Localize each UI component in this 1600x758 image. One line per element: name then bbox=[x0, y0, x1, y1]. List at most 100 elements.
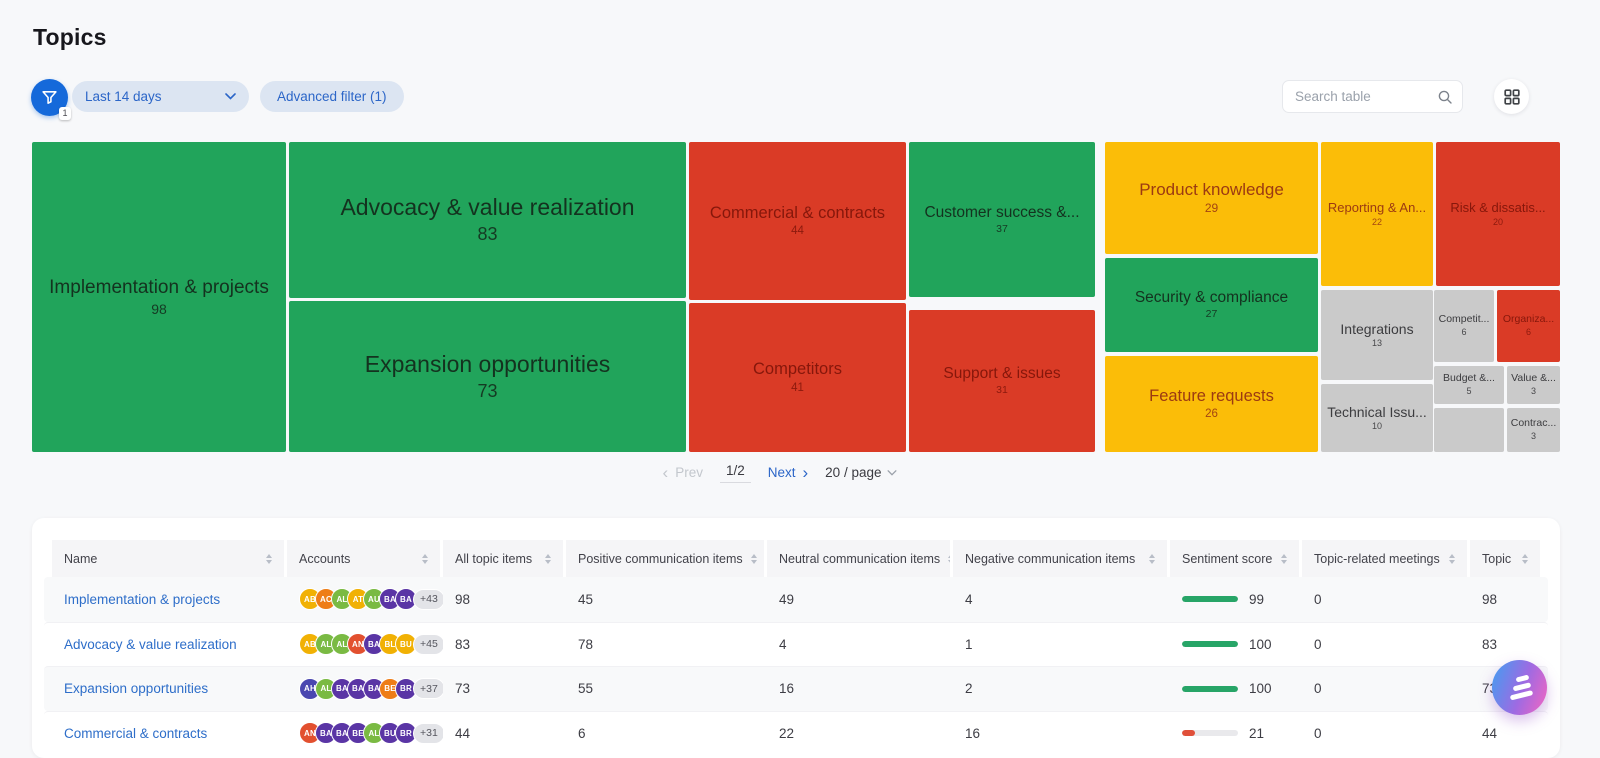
treemap-cell[interactable]: Organiza... 6 bbox=[1497, 290, 1560, 362]
sort-icon[interactable] bbox=[422, 553, 428, 564]
page-indicator[interactable]: 1/2 bbox=[719, 461, 751, 483]
table-row: Commercial & contracts AN BA BA BE AL BU BR +31 4… bbox=[44, 710, 1548, 756]
page-size-dropdown[interactable]: 20 / page bbox=[825, 465, 897, 480]
treemap-cell-label: Competit... bbox=[1438, 313, 1490, 326]
advanced-filter-label: Advanced filter (1) bbox=[277, 89, 387, 104]
positive-items-cell: 55 bbox=[578, 681, 594, 697]
filter-funnel-button[interactable]: 1 bbox=[31, 79, 71, 120]
topics-treemap: Implementation & projects 98 Advocacy & va… bbox=[32, 142, 1560, 452]
pagination: ‹ Prev 1/2 Next › 20 / page bbox=[0, 461, 1560, 483]
treemap-cell[interactable]: Commercial & contracts 44 bbox=[689, 142, 906, 300]
sentiment-score-cell: 21 bbox=[1170, 726, 1302, 741]
treemap-cell[interactable]: Support & issues 31 bbox=[909, 310, 1095, 452]
sort-icon[interactable] bbox=[545, 553, 551, 564]
column-header-accounts[interactable]: Accounts bbox=[287, 540, 443, 577]
topic-link[interactable]: Expansion opportunities bbox=[64, 681, 209, 697]
treemap-cell[interactable]: Competitors 41 bbox=[689, 303, 906, 452]
topic-link[interactable]: Commercial & contracts bbox=[64, 725, 208, 741]
column-header-label: Neutral communication items bbox=[779, 551, 941, 566]
treemap-cell-value: 6 bbox=[1525, 326, 1531, 337]
sentiment-bar-fill bbox=[1182, 730, 1196, 737]
grid-view-button[interactable] bbox=[1494, 79, 1529, 114]
column-header-topic[interactable]: Topic bbox=[1470, 540, 1540, 577]
page-size-label: 20 / page bbox=[825, 464, 882, 480]
negative-items-cell: 4 bbox=[965, 591, 973, 607]
sentiment-score-cell: 100 bbox=[1170, 637, 1302, 652]
sort-icon[interactable] bbox=[1522, 553, 1528, 564]
treemap-cell[interactable]: Reporting & An... 22 bbox=[1321, 142, 1433, 286]
column-header-negative-communication-items[interactable]: Negative communication items bbox=[953, 540, 1170, 577]
treemap-cell-value: 3 bbox=[1530, 385, 1536, 396]
sort-icon[interactable] bbox=[1449, 553, 1455, 564]
avatar-overflow-badge[interactable]: +37 bbox=[413, 678, 443, 700]
column-header-label: Sentiment score bbox=[1182, 551, 1273, 566]
avatar-group[interactable]: AH AL BA BA BA BE BR +37 bbox=[299, 677, 443, 700]
accounts-cell: AB AL AL AN BA BL BU +45 bbox=[287, 633, 443, 656]
negative-items-cell: 1 bbox=[965, 636, 973, 652]
treemap-cell-value: 73 bbox=[477, 380, 498, 401]
sort-icon[interactable] bbox=[1149, 553, 1155, 564]
treemap-cell[interactable]: Competit... 6 bbox=[1434, 290, 1494, 362]
all-topic-items-cell: 83 bbox=[455, 636, 471, 652]
treemap-cell[interactable]: Security & compliance 27 bbox=[1105, 258, 1318, 352]
neutral-items-cell: 4 bbox=[779, 636, 787, 652]
column-header-name[interactable]: Name bbox=[52, 540, 287, 577]
avatar-overflow-badge[interactable]: +31 bbox=[413, 722, 443, 744]
treemap-cell[interactable]: Advocacy & value realization 83 bbox=[289, 142, 686, 298]
treemap-cell[interactable]: Technical Issu... 10 bbox=[1321, 384, 1433, 452]
avatar-overflow-badge[interactable]: +43 bbox=[413, 588, 443, 610]
avatar-group[interactable]: AB AL AL AN BA BL BU +45 bbox=[299, 633, 443, 656]
treemap-cell[interactable]: Budget &... 5 bbox=[1434, 366, 1504, 404]
treemap-cell[interactable]: Feature requests 26 bbox=[1105, 356, 1318, 452]
treemap-cell-label: Competitors bbox=[753, 360, 842, 379]
treemap-cell[interactable] bbox=[1434, 408, 1504, 452]
table-row: Advocacy & value realization AB AL AL AN BA BL… bbox=[44, 621, 1548, 667]
negative-items-cell: 16 bbox=[965, 725, 981, 741]
prev-page-button[interactable]: ‹ Prev bbox=[663, 464, 703, 481]
topic-link[interactable]: Implementation & projects bbox=[64, 591, 221, 607]
accounts-cell: AN BA BA BE AL BU BR +31 bbox=[287, 722, 443, 745]
treemap-cell[interactable]: Customer success &... 37 bbox=[909, 142, 1095, 297]
advanced-filter-button[interactable]: Advanced filter (1) bbox=[260, 81, 404, 112]
column-header-topic-related-meetings[interactable]: Topic-related meetings bbox=[1302, 540, 1470, 577]
treemap-cell-label: Commercial & contracts bbox=[709, 203, 886, 222]
avatar-overflow-badge[interactable]: +45 bbox=[413, 633, 443, 655]
topics-table-card: Name Accounts All topic items Positive comm… bbox=[32, 518, 1560, 758]
avatar-group[interactable]: AB AC AL AT AU BA BA +43 bbox=[299, 588, 443, 611]
column-header-neutral-communication-items[interactable]: Neutral communication items bbox=[767, 540, 953, 577]
neutral-items-cell: 49 bbox=[779, 591, 795, 607]
topic-name-cell: Implementation & projects bbox=[52, 592, 287, 607]
topic-related-meetings-cell: 0 bbox=[1314, 636, 1322, 652]
column-header-sentiment-score[interactable]: Sentiment score bbox=[1170, 540, 1302, 577]
treemap-cell-label: Organiza... bbox=[1502, 313, 1555, 326]
treemap-cell[interactable]: Expansion opportunities 73 bbox=[289, 301, 686, 452]
treemap-cell-value: 83 bbox=[477, 224, 498, 245]
date-range-dropdown[interactable]: Last 14 days bbox=[72, 81, 249, 112]
topic-link[interactable]: Advocacy & value realization bbox=[64, 636, 237, 652]
column-header-all-topic-items[interactable]: All topic items bbox=[443, 540, 566, 577]
prev-label: Prev bbox=[675, 464, 703, 480]
treemap-cell[interactable]: Integrations 13 bbox=[1321, 290, 1433, 380]
next-page-button[interactable]: Next › bbox=[768, 464, 808, 481]
sort-icon[interactable] bbox=[750, 553, 757, 564]
neutral-items-cell: 16 bbox=[779, 681, 795, 697]
treemap-cell[interactable]: Implementation & projects 98 bbox=[32, 142, 286, 452]
treemap-cell[interactable]: Risk & dissatis... 20 bbox=[1436, 142, 1560, 286]
treemap-cell-value: 31 bbox=[996, 384, 1008, 397]
search-input[interactable] bbox=[1283, 81, 1462, 112]
treemap-cell[interactable]: Contrac... 3 bbox=[1507, 408, 1560, 452]
treemap-cell-label: Expansion opportunities bbox=[364, 350, 611, 377]
date-range-label: Last 14 days bbox=[85, 89, 162, 104]
avatar-group[interactable]: AN BA BA BE AL BU BR +31 bbox=[299, 722, 443, 745]
sort-icon[interactable] bbox=[948, 553, 950, 564]
treemap-cell-label: Reporting & An... bbox=[1327, 199, 1427, 215]
treemap-cell[interactable]: Product knowledge 29 bbox=[1105, 142, 1318, 254]
sort-icon[interactable] bbox=[1281, 553, 1287, 564]
treemap-cell-label: Feature requests bbox=[1149, 386, 1274, 405]
sort-icon[interactable] bbox=[266, 553, 272, 564]
column-header-positive-communication-items[interactable]: Positive communication items bbox=[566, 540, 767, 577]
positive-items-cell: 78 bbox=[578, 636, 594, 652]
floating-action-button[interactable] bbox=[1492, 660, 1547, 715]
treemap-cell[interactable]: Value &... 3 bbox=[1507, 366, 1560, 404]
chevron-right-icon: › bbox=[802, 462, 809, 482]
